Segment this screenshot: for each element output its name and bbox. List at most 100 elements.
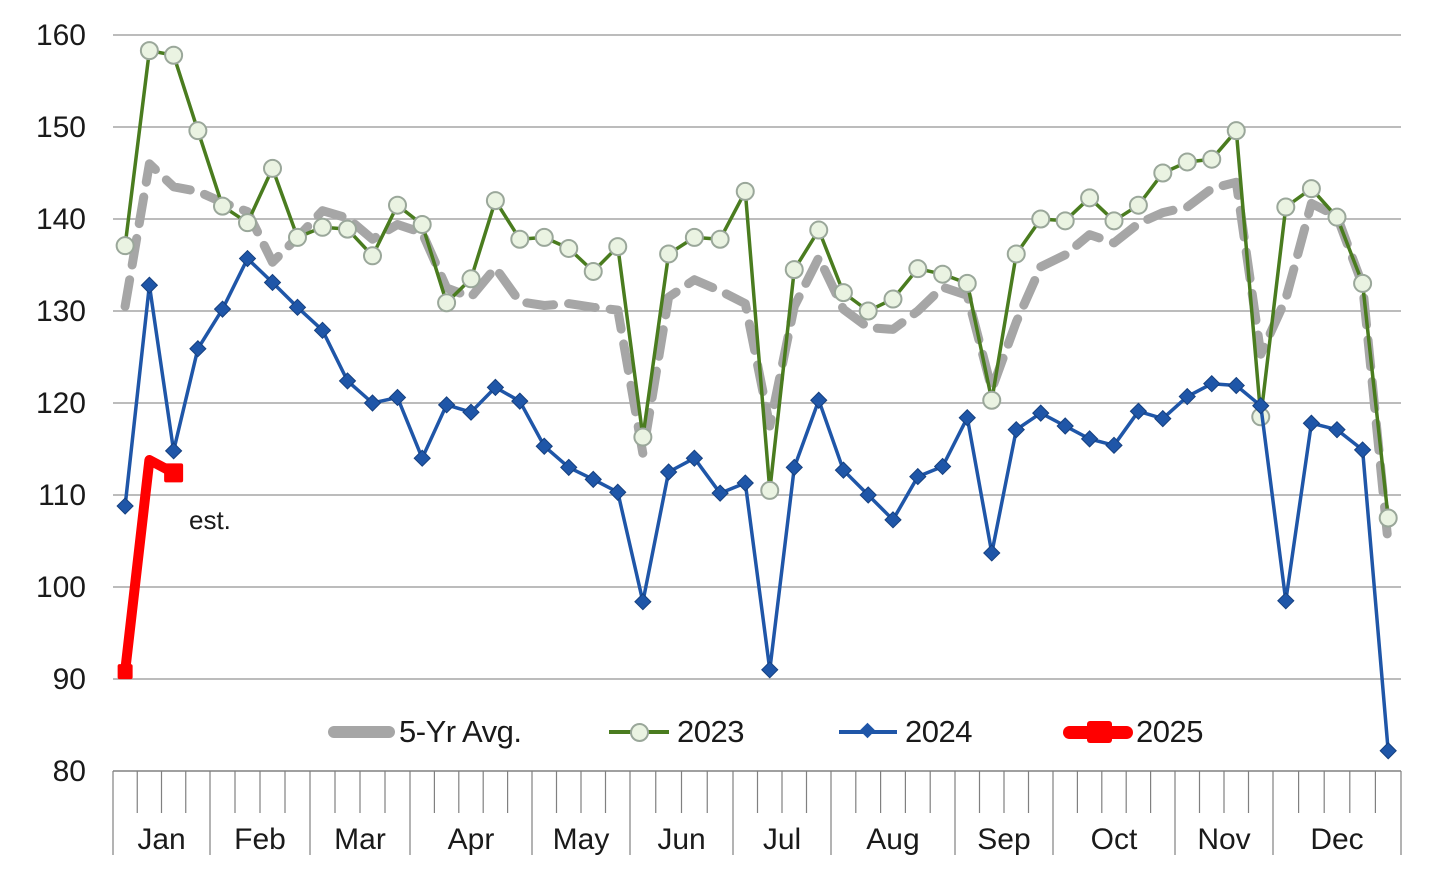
series-2023-marker <box>164 45 184 65</box>
y-axis-label-110: 110 <box>38 479 86 512</box>
series-2024-marker <box>560 458 578 477</box>
series-2023-marker <box>1128 195 1148 215</box>
month-label-mar: Mar <box>334 823 386 856</box>
series-2023-marker <box>833 283 853 303</box>
series-2024-marker <box>761 661 779 679</box>
month-label-may: May <box>553 823 610 856</box>
series-2024-line <box>123 256 1390 751</box>
series-2024-marker <box>535 437 553 455</box>
series-2023-marker <box>1276 197 1296 217</box>
y-axis-label-90: 90 <box>53 663 86 696</box>
month-label-nov: Nov <box>1197 823 1250 856</box>
series-2024-marker <box>313 321 332 340</box>
series-2025-marker <box>117 664 133 680</box>
series-2023-marker <box>461 269 481 289</box>
series-2023-marker <box>139 41 159 61</box>
series-2024-marker <box>388 388 407 407</box>
y-axis-label-160: 160 <box>36 19 86 52</box>
series-2024-marker <box>140 276 159 294</box>
series-2023-marker <box>363 246 382 266</box>
month-label-dec: Dec <box>1310 823 1363 856</box>
series-2024-marker <box>164 442 183 460</box>
series-2025-marker <box>164 463 184 483</box>
series-2024-marker <box>363 394 382 412</box>
series-2023-marker <box>313 217 332 237</box>
series-2024-marker <box>1129 402 1148 420</box>
series-2023-marker <box>437 293 457 313</box>
month-label-feb: Feb <box>234 823 286 856</box>
series-2024-marker <box>1056 417 1074 435</box>
y-axis-label-80: 80 <box>53 755 86 788</box>
series-2023-marker <box>933 264 953 284</box>
series-2023-marker <box>1104 211 1124 231</box>
series-2023-marker <box>238 213 257 233</box>
series-2024-marker <box>263 273 282 292</box>
estimate-annotation: est. <box>189 505 231 535</box>
series-2024-marker <box>338 372 357 390</box>
month-label-jul: Jul <box>763 823 801 856</box>
series-2024-marker <box>1154 409 1172 428</box>
series-2023-marker <box>1202 149 1222 169</box>
series-2024-marker <box>213 300 232 318</box>
series-2023-marker <box>809 220 829 240</box>
series-2024-marker <box>1379 742 1397 760</box>
series-5yr-avg-line <box>120 159 1393 549</box>
series-2023-marker <box>760 480 780 500</box>
series-2023-marker <box>1177 152 1197 172</box>
series-2024-marker <box>1227 376 1245 395</box>
series-2023-marker <box>1327 207 1347 227</box>
series-2023-marker <box>1031 209 1051 229</box>
series-2024-marker <box>584 470 602 489</box>
series-2024-marker <box>1007 420 1025 439</box>
month-label-jan: Jan <box>137 823 185 856</box>
series-2024-marker <box>1203 374 1221 393</box>
series-2023-marker <box>1301 179 1321 199</box>
series-2023-marker <box>1153 163 1173 183</box>
series-2024-marker <box>1302 414 1321 432</box>
series-2023-marker <box>412 215 432 235</box>
series-2023-marker <box>288 227 307 247</box>
series-2023-marker <box>388 195 407 215</box>
series-2024-marker <box>486 378 505 397</box>
series-2023-marker <box>982 390 1002 410</box>
month-label-oct: Oct <box>1091 823 1138 856</box>
series-2024-marker <box>659 463 678 481</box>
series-2024-marker <box>884 511 902 529</box>
series-2023-marker <box>659 244 679 264</box>
series-2024-marker <box>933 457 952 476</box>
y-axis-label-140: 140 <box>36 203 86 236</box>
series-2023-marker <box>608 237 628 257</box>
series-2024-marker <box>116 497 134 515</box>
series-2023-marker <box>583 261 603 281</box>
series-2023-marker <box>883 289 903 309</box>
series-2023-marker <box>1378 508 1398 528</box>
series-2024-marker <box>238 249 257 268</box>
series-2024-marker <box>1328 420 1346 439</box>
series-2024-marker <box>834 461 853 479</box>
series-2023-marker <box>1080 188 1100 208</box>
series-2024-marker <box>859 486 877 504</box>
series-2023-marker <box>1226 121 1246 141</box>
series-2024-marker <box>1080 430 1099 448</box>
series-2024-marker <box>189 340 207 358</box>
series-2023-marker <box>1353 273 1373 293</box>
series-2024-marker <box>413 449 431 467</box>
series-2024-marker <box>1277 592 1295 610</box>
series-2024-marker <box>288 298 307 317</box>
series-2023-marker <box>908 259 928 279</box>
series-2024-marker <box>736 474 754 492</box>
series-2023-marker <box>559 238 579 258</box>
series-2023-marker <box>735 181 755 201</box>
series-2023-marker <box>684 227 704 247</box>
series-2023-line <box>123 48 1390 519</box>
month-label-jun: Jun <box>657 823 705 856</box>
series-2023-marker <box>510 229 530 249</box>
y-axis-label-150: 150 <box>36 111 86 144</box>
month-label-aug: Aug <box>866 823 919 856</box>
series-2024-marker <box>1178 387 1196 406</box>
series-2025-line <box>120 455 176 673</box>
series-2024-marker <box>462 403 480 421</box>
series-2023-marker <box>710 229 730 249</box>
